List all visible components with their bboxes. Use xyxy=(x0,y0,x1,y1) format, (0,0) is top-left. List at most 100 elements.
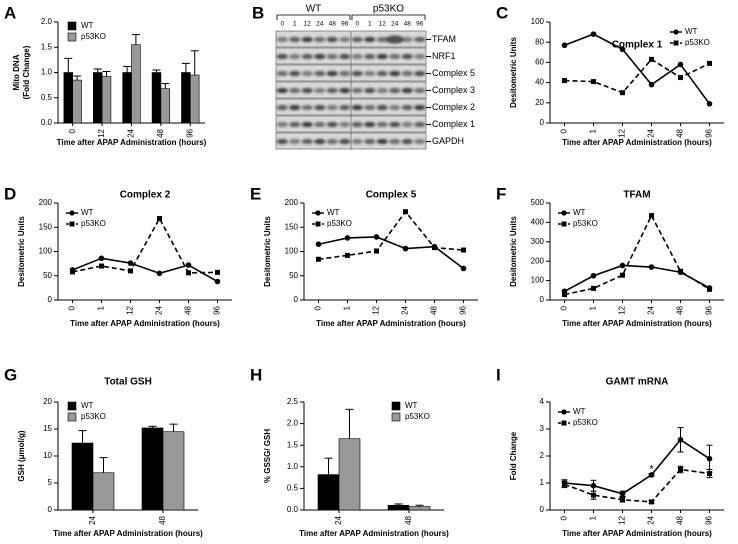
bar xyxy=(141,427,164,511)
y-tick-label: 300 xyxy=(531,237,545,246)
legend-marker xyxy=(69,221,75,227)
blot-band xyxy=(326,36,338,43)
panel-letter: H xyxy=(250,365,262,384)
marker xyxy=(678,268,683,274)
error-bar xyxy=(345,408,354,439)
panel: H 0.0 0.5 1.0 1.5 2.0 2.5 % GSSG/ GSH Time after… xyxy=(250,365,449,538)
y-tick-label: 1 xyxy=(540,478,545,487)
y-tick-label: 40 xyxy=(535,78,544,87)
error-bar xyxy=(324,457,333,475)
x-tick-label: 96 xyxy=(459,305,468,314)
blot-band xyxy=(339,70,351,77)
y-tick-label: 20 xyxy=(43,397,52,406)
legend-label: WT xyxy=(81,401,94,410)
blot-band xyxy=(314,121,326,128)
x-tick-label: 1 xyxy=(343,305,352,310)
y-tick-label: 150 xyxy=(39,222,53,231)
y-axis-label: (Fold Change) xyxy=(22,45,31,99)
marker xyxy=(345,252,350,258)
panel-letter: B xyxy=(252,3,264,22)
marker xyxy=(619,262,626,269)
blot-band xyxy=(389,121,401,128)
blot-band xyxy=(376,138,388,145)
error-bar xyxy=(161,83,170,89)
y-tick-label: 100 xyxy=(285,247,299,256)
blot-band xyxy=(389,87,401,94)
error-bar xyxy=(123,65,132,73)
blot-band xyxy=(351,104,363,111)
marker xyxy=(403,209,408,215)
marker xyxy=(707,471,712,477)
panel-letter: I xyxy=(496,365,501,384)
x-tick-label: 24 xyxy=(155,305,164,314)
blot-band xyxy=(314,104,326,111)
panel-letter: D xyxy=(4,184,16,203)
legend-swatch xyxy=(67,32,77,42)
x-tick-label: 96 xyxy=(185,128,194,137)
error-bar xyxy=(73,75,82,81)
x-tick-label: 12 xyxy=(97,128,106,137)
y-tick-label: 100 xyxy=(531,276,545,285)
blot-band xyxy=(339,121,351,128)
blot-band xyxy=(414,138,426,145)
blot-band xyxy=(314,36,326,43)
x-tick-label: 48 xyxy=(404,515,413,524)
y-tick-label: 1.0 xyxy=(287,462,299,471)
x-tick-label: 0 xyxy=(314,305,323,310)
legend-label: WT xyxy=(573,208,586,217)
y-tick-label: 20 xyxy=(535,98,544,107)
bar xyxy=(162,431,185,511)
chart-title: Total GSH xyxy=(104,377,152,388)
y-tick-label: 0 xyxy=(294,295,299,304)
band-label: NRF1 xyxy=(432,51,456,61)
legend-swatch xyxy=(67,401,77,411)
y-axis-label: GSH (μmol/g) xyxy=(17,430,26,481)
x-tick-label: 24 xyxy=(647,515,656,524)
legend-marker xyxy=(315,210,321,216)
blot-band xyxy=(339,53,351,60)
x-tick-label: 24 xyxy=(88,515,97,524)
x-tick-label: 12 xyxy=(372,305,381,314)
y-tick-label: 0.0 xyxy=(41,118,53,127)
x-axis-label: Time after APAP Administration (hours) xyxy=(316,319,466,328)
marker xyxy=(185,262,192,268)
bar xyxy=(181,72,191,124)
marker xyxy=(561,42,568,49)
x-tick-label: 12 xyxy=(618,515,627,524)
blot-band xyxy=(364,36,376,43)
blot-band xyxy=(389,53,401,60)
chart-title: GAMT mRNA xyxy=(606,377,669,388)
blot-band xyxy=(301,121,313,128)
x-tick-label: 1 xyxy=(589,305,598,310)
blot-band xyxy=(351,138,363,145)
group-label: WT xyxy=(306,4,322,15)
lane-label: 24 xyxy=(316,21,324,28)
lane-label: 48 xyxy=(404,21,412,28)
marker xyxy=(591,79,596,85)
blot-band xyxy=(326,121,338,128)
blot-band xyxy=(401,36,413,43)
legend-swatch xyxy=(391,412,401,422)
blot-band xyxy=(364,138,376,145)
series-line xyxy=(564,468,710,503)
y-tick-label: 10 xyxy=(43,451,52,460)
series-line xyxy=(564,213,710,296)
y-tick-label: 5 xyxy=(48,478,53,487)
legend-label: WT xyxy=(405,401,418,410)
blot-band xyxy=(276,70,288,77)
panel-letter: A xyxy=(4,3,16,22)
marker xyxy=(706,101,713,107)
error-bar xyxy=(181,62,190,73)
blot-band xyxy=(351,53,363,60)
x-tick-label: 48 xyxy=(158,515,167,524)
error-bar xyxy=(415,504,424,507)
blot-band xyxy=(301,36,313,43)
legend-label: WT xyxy=(81,208,94,217)
series-line xyxy=(564,264,710,292)
y-tick-label: 2.0 xyxy=(41,17,53,26)
bar xyxy=(72,79,82,124)
band-label: TFAM xyxy=(432,34,456,44)
blot-band xyxy=(364,70,376,77)
error-bar xyxy=(99,457,108,473)
